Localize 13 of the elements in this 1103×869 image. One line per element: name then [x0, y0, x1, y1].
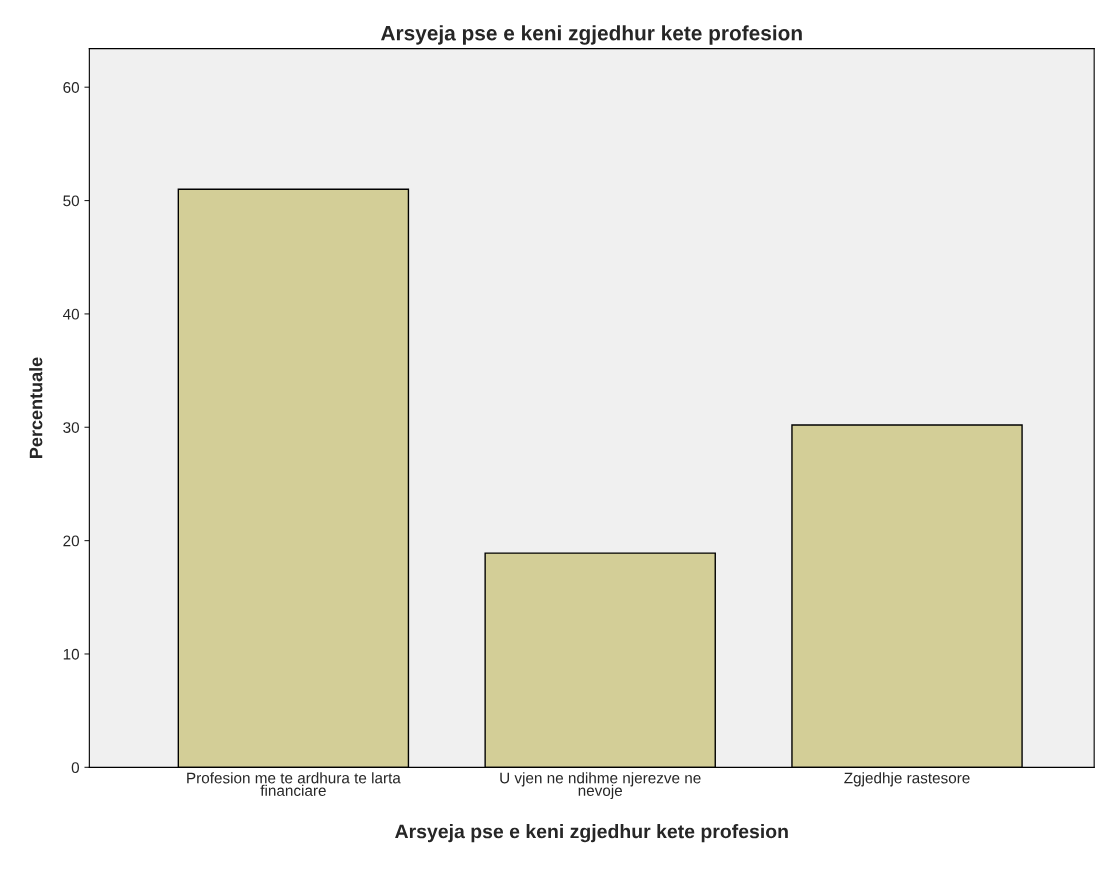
- x-tick-label: Zgjedhje rastesore: [844, 772, 970, 787]
- x-tick-label: Profesion me te ardhura te larta financiare: [187, 772, 401, 796]
- y-tick-label: 50: [63, 195, 80, 207]
- y-tick-label: 40: [62, 308, 80, 320]
- y-axis-title: Percentuale: [29, 357, 43, 458]
- y-tick-label: 30: [63, 422, 80, 433]
- y-tick-label: 20: [63, 535, 80, 547]
- y-tick-label: 60: [63, 82, 80, 93]
- y-tick-label: 10: [63, 648, 80, 660]
- x-tick-label: U vjen ne ndihme njerezve ne nevoje: [500, 772, 701, 800]
- chart-title: Arsyeja pse e keni zgjedhur kete profesion: [380, 25, 802, 45]
- y-tick-label: 0: [71, 762, 80, 774]
- x-axis-title: Arsyeja pse e keni zgjedhur kete profesion: [395, 824, 788, 843]
